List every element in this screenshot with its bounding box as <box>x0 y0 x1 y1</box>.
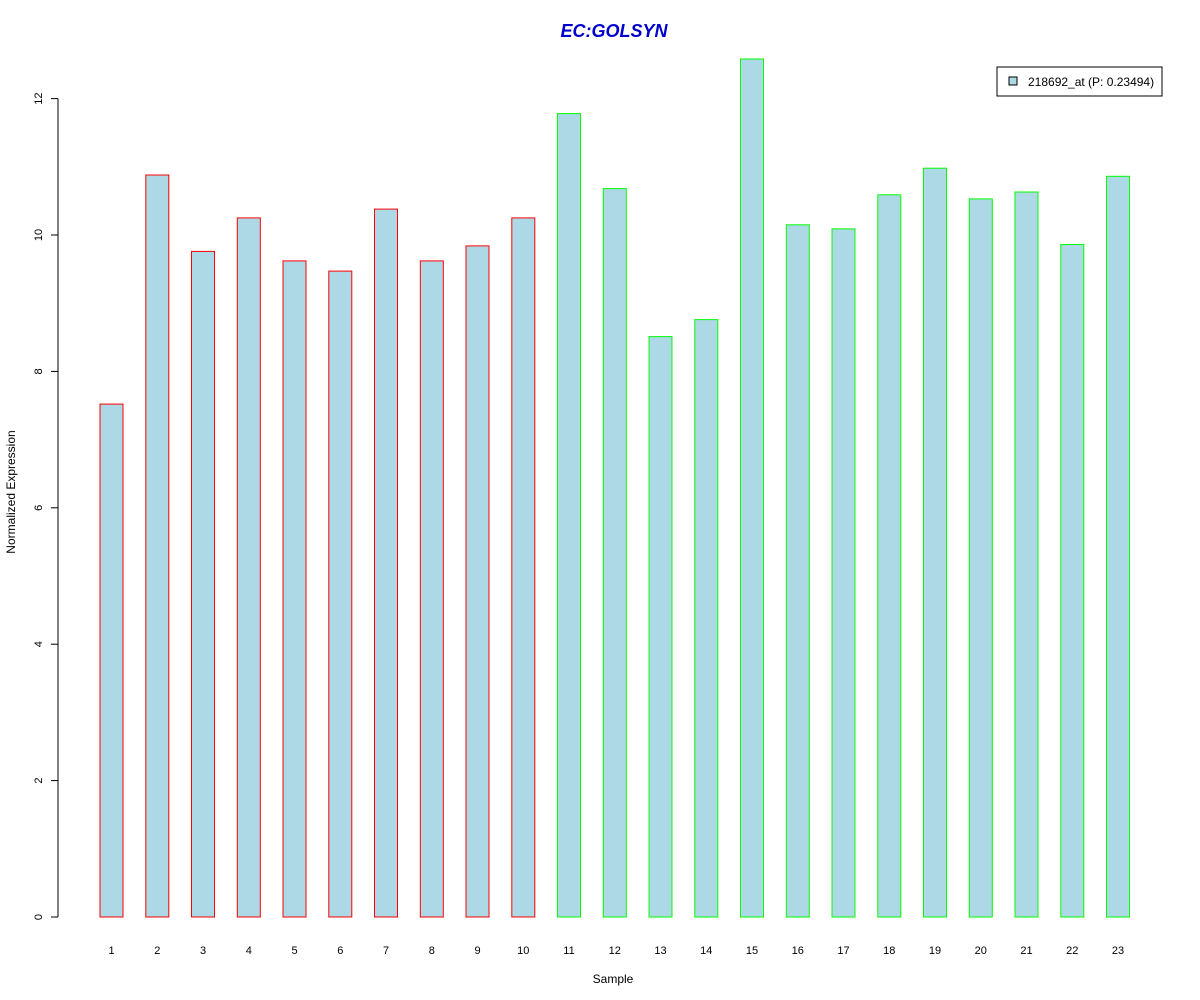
x-tick-label: 5 <box>291 945 297 957</box>
x-tick-label: 9 <box>474 945 480 957</box>
x-tick-label: 23 <box>1112 945 1124 957</box>
bars-group <box>99 58 1130 918</box>
x-tick-label: 14 <box>700 945 712 957</box>
bar-sample-11 <box>557 113 581 918</box>
x-tick-label: 19 <box>929 945 941 957</box>
bar-sample-6 <box>328 270 353 918</box>
x-tick-label: 8 <box>429 945 435 957</box>
bar-sample-13 <box>648 336 673 918</box>
x-tick-label: 4 <box>246 945 252 957</box>
y-axis: 0 2 4 6 8 10 12 <box>33 92 59 920</box>
bar-sample-19 <box>923 167 947 918</box>
x-tick-label: 15 <box>746 945 758 957</box>
x-tick-label: 17 <box>837 945 849 957</box>
x-tick-label: 16 <box>792 945 804 957</box>
bar-sample-3 <box>191 250 215 918</box>
bar-sample-2 <box>145 174 170 918</box>
bar-sample-10 <box>511 217 536 918</box>
bar-sample-16 <box>785 224 810 918</box>
bar-sample-14 <box>694 319 719 918</box>
x-tick-label: 21 <box>1020 945 1032 957</box>
y-tick-label: 6 <box>33 505 45 511</box>
bar-sample-17 <box>831 228 856 918</box>
x-tick-label: 6 <box>337 945 343 957</box>
bar-sample-22 <box>1060 244 1085 918</box>
bar-sample-1 <box>99 403 124 918</box>
bar-sample-15 <box>740 58 764 918</box>
x-tick-label: 22 <box>1066 945 1078 957</box>
bar-sample-23 <box>1106 175 1130 918</box>
bar-sample-9 <box>465 245 490 918</box>
bar-sample-18 <box>877 194 902 918</box>
bar-sample-4 <box>236 217 261 918</box>
legend-entry-label: 218692_at (P: 0.23494) <box>1028 75 1154 89</box>
bar-sample-21 <box>1014 191 1039 918</box>
bar-sample-20 <box>968 198 993 918</box>
y-tick-label: 0 <box>33 914 45 920</box>
x-tick-label: 1 <box>108 945 114 957</box>
x-tick-label: 10 <box>517 945 529 957</box>
bar-sample-8 <box>419 260 444 918</box>
chart-title: EC:GOLSYN <box>560 21 668 41</box>
x-tick-label: 7 <box>383 945 389 957</box>
x-tick-label: 13 <box>654 945 666 957</box>
y-axis-label: Normalized Expression <box>4 430 18 553</box>
legend-box <box>996 66 1163 97</box>
y-tick-label: 12 <box>33 92 45 104</box>
y-tick-label: 4 <box>33 641 45 647</box>
y-tick-label: 10 <box>33 229 45 241</box>
y-tick-label: 8 <box>33 368 45 374</box>
x-axis-label: Sample <box>593 972 634 986</box>
bar-sample-5 <box>282 260 307 918</box>
y-tick-label: 2 <box>33 778 45 784</box>
x-tick-label: 3 <box>200 945 206 957</box>
x-tick-label: 12 <box>609 945 621 957</box>
bar-sample-7 <box>374 208 398 918</box>
bar-sample-12 <box>602 188 627 918</box>
legend: 218692_at (P: 0.23494) <box>996 66 1163 97</box>
x-tick-label: 11 <box>563 945 574 957</box>
x-tick-label: 18 <box>883 945 895 957</box>
x-tick-labels: 1 2 3 4 5 6 7 8 9 10 11 12 13 14 15 16 17 18 19 20 21 22 23 <box>108 945 1124 957</box>
x-tick-label: 20 <box>975 945 987 957</box>
x-tick-label: 2 <box>154 945 160 957</box>
legend-swatch <box>1008 76 1018 86</box>
